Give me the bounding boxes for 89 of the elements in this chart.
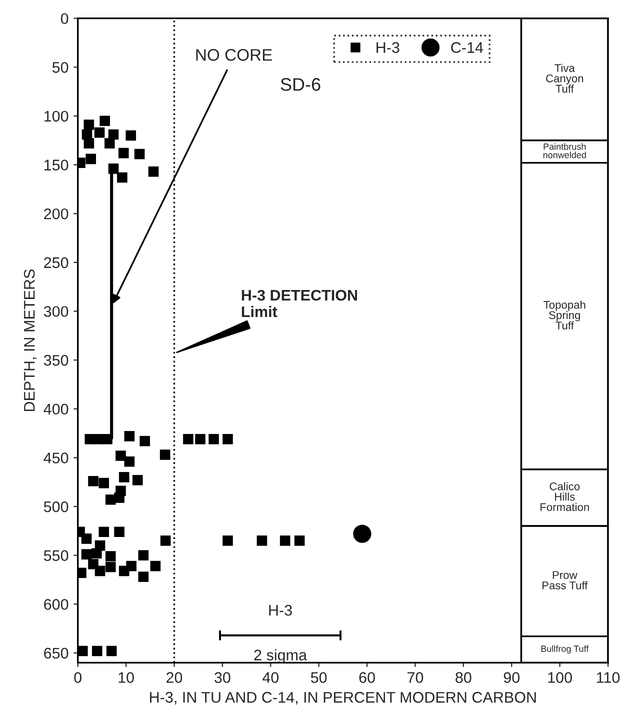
x-tick-label: 50 bbox=[310, 672, 327, 683]
point bbox=[94, 566, 106, 576]
point bbox=[94, 127, 105, 138]
x-tick-label: 20 bbox=[166, 672, 182, 683]
band-label: Bullfrog Tuff bbox=[541, 645, 589, 654]
point bbox=[138, 572, 149, 582]
x-tick-label: 110 bbox=[597, 672, 620, 683]
point bbox=[134, 148, 145, 160]
y-tick-label: 300 bbox=[44, 306, 68, 317]
point bbox=[117, 172, 128, 183]
point bbox=[105, 562, 116, 572]
point bbox=[86, 154, 96, 164]
y-tick-label: 600 bbox=[44, 598, 68, 610]
point bbox=[84, 120, 94, 130]
band-label: Calico Hills Formation bbox=[540, 482, 589, 512]
y-tick-label: 550 bbox=[44, 550, 68, 561]
point bbox=[280, 536, 290, 546]
band-label: Topopah Spring Tuff bbox=[544, 300, 586, 330]
y-tick-label: 50 bbox=[52, 62, 68, 73]
x-tick-label: 10 bbox=[118, 672, 134, 683]
point bbox=[132, 474, 143, 486]
x-tick-label: 80 bbox=[456, 672, 472, 683]
y-tick-label: 200 bbox=[44, 208, 68, 220]
point bbox=[126, 130, 136, 141]
annotation: NO CORE bbox=[196, 49, 272, 61]
point bbox=[222, 536, 233, 546]
point bbox=[81, 549, 92, 560]
point bbox=[150, 560, 161, 572]
point bbox=[118, 472, 130, 482]
point bbox=[195, 434, 206, 444]
point bbox=[104, 138, 115, 148]
y-tick-label: 650 bbox=[44, 648, 68, 659]
point bbox=[81, 534, 92, 544]
point bbox=[114, 526, 124, 538]
y-tick-label: 100 bbox=[44, 110, 68, 122]
point bbox=[353, 524, 372, 543]
point bbox=[98, 526, 110, 538]
band-label: Tiva Canyon Tuff bbox=[546, 64, 584, 93]
point bbox=[88, 476, 98, 486]
legend-label: C-14 bbox=[451, 42, 484, 53]
point bbox=[160, 450, 170, 460]
y-tick-label: 150 bbox=[44, 160, 68, 170]
x-tick-label: 60 bbox=[359, 672, 375, 683]
y-tick-label: 350 bbox=[44, 354, 68, 366]
point bbox=[98, 478, 110, 488]
x-tick-label: 100 bbox=[548, 672, 572, 683]
point bbox=[84, 138, 94, 148]
annotation: SD-6 bbox=[280, 78, 320, 91]
annotation: H-3 bbox=[269, 604, 292, 616]
point bbox=[91, 548, 102, 559]
point bbox=[108, 164, 119, 174]
point bbox=[256, 536, 268, 546]
point bbox=[183, 434, 194, 444]
ref-line-label: H-3 DETECTION Limit bbox=[242, 290, 358, 318]
y-tick-label: 400 bbox=[44, 404, 68, 415]
band-label: Prow Pass Tuff bbox=[542, 571, 588, 590]
point bbox=[100, 116, 110, 126]
point bbox=[222, 434, 233, 444]
x-tick-label: 40 bbox=[262, 672, 279, 683]
point bbox=[102, 434, 112, 444]
y-axis-title: DEPTH, IN METERS bbox=[24, 269, 37, 411]
point bbox=[124, 431, 135, 442]
x-tick-label: 90 bbox=[504, 672, 520, 683]
y-tick-label: 250 bbox=[44, 257, 68, 268]
point bbox=[148, 166, 159, 177]
point bbox=[78, 646, 88, 656]
x-axis-title: H-3, IN TU AND C-14, IN PERCENT MODERN CARBON bbox=[150, 692, 536, 705]
point bbox=[160, 536, 171, 546]
point bbox=[114, 492, 124, 503]
y-tick-label: 450 bbox=[44, 452, 68, 464]
y-tick-label: 500 bbox=[44, 501, 68, 512]
y-tick-label: 0 bbox=[60, 13, 68, 24]
point bbox=[105, 551, 116, 562]
point bbox=[294, 536, 305, 546]
x-tick-label: 70 bbox=[408, 672, 424, 683]
point bbox=[126, 560, 136, 572]
point bbox=[208, 434, 219, 444]
annotation: 2 sigma bbox=[254, 649, 308, 664]
band-label: Paintbrush nonwelded bbox=[543, 143, 586, 158]
legend-label: H-3 bbox=[376, 42, 400, 53]
point bbox=[106, 646, 117, 656]
point bbox=[118, 148, 129, 158]
x-tick-label: 30 bbox=[214, 672, 230, 683]
point bbox=[124, 456, 135, 467]
x-tick-label: 0 bbox=[74, 672, 82, 683]
point bbox=[140, 436, 150, 446]
point bbox=[116, 450, 126, 461]
point bbox=[138, 550, 149, 560]
point bbox=[92, 646, 102, 656]
